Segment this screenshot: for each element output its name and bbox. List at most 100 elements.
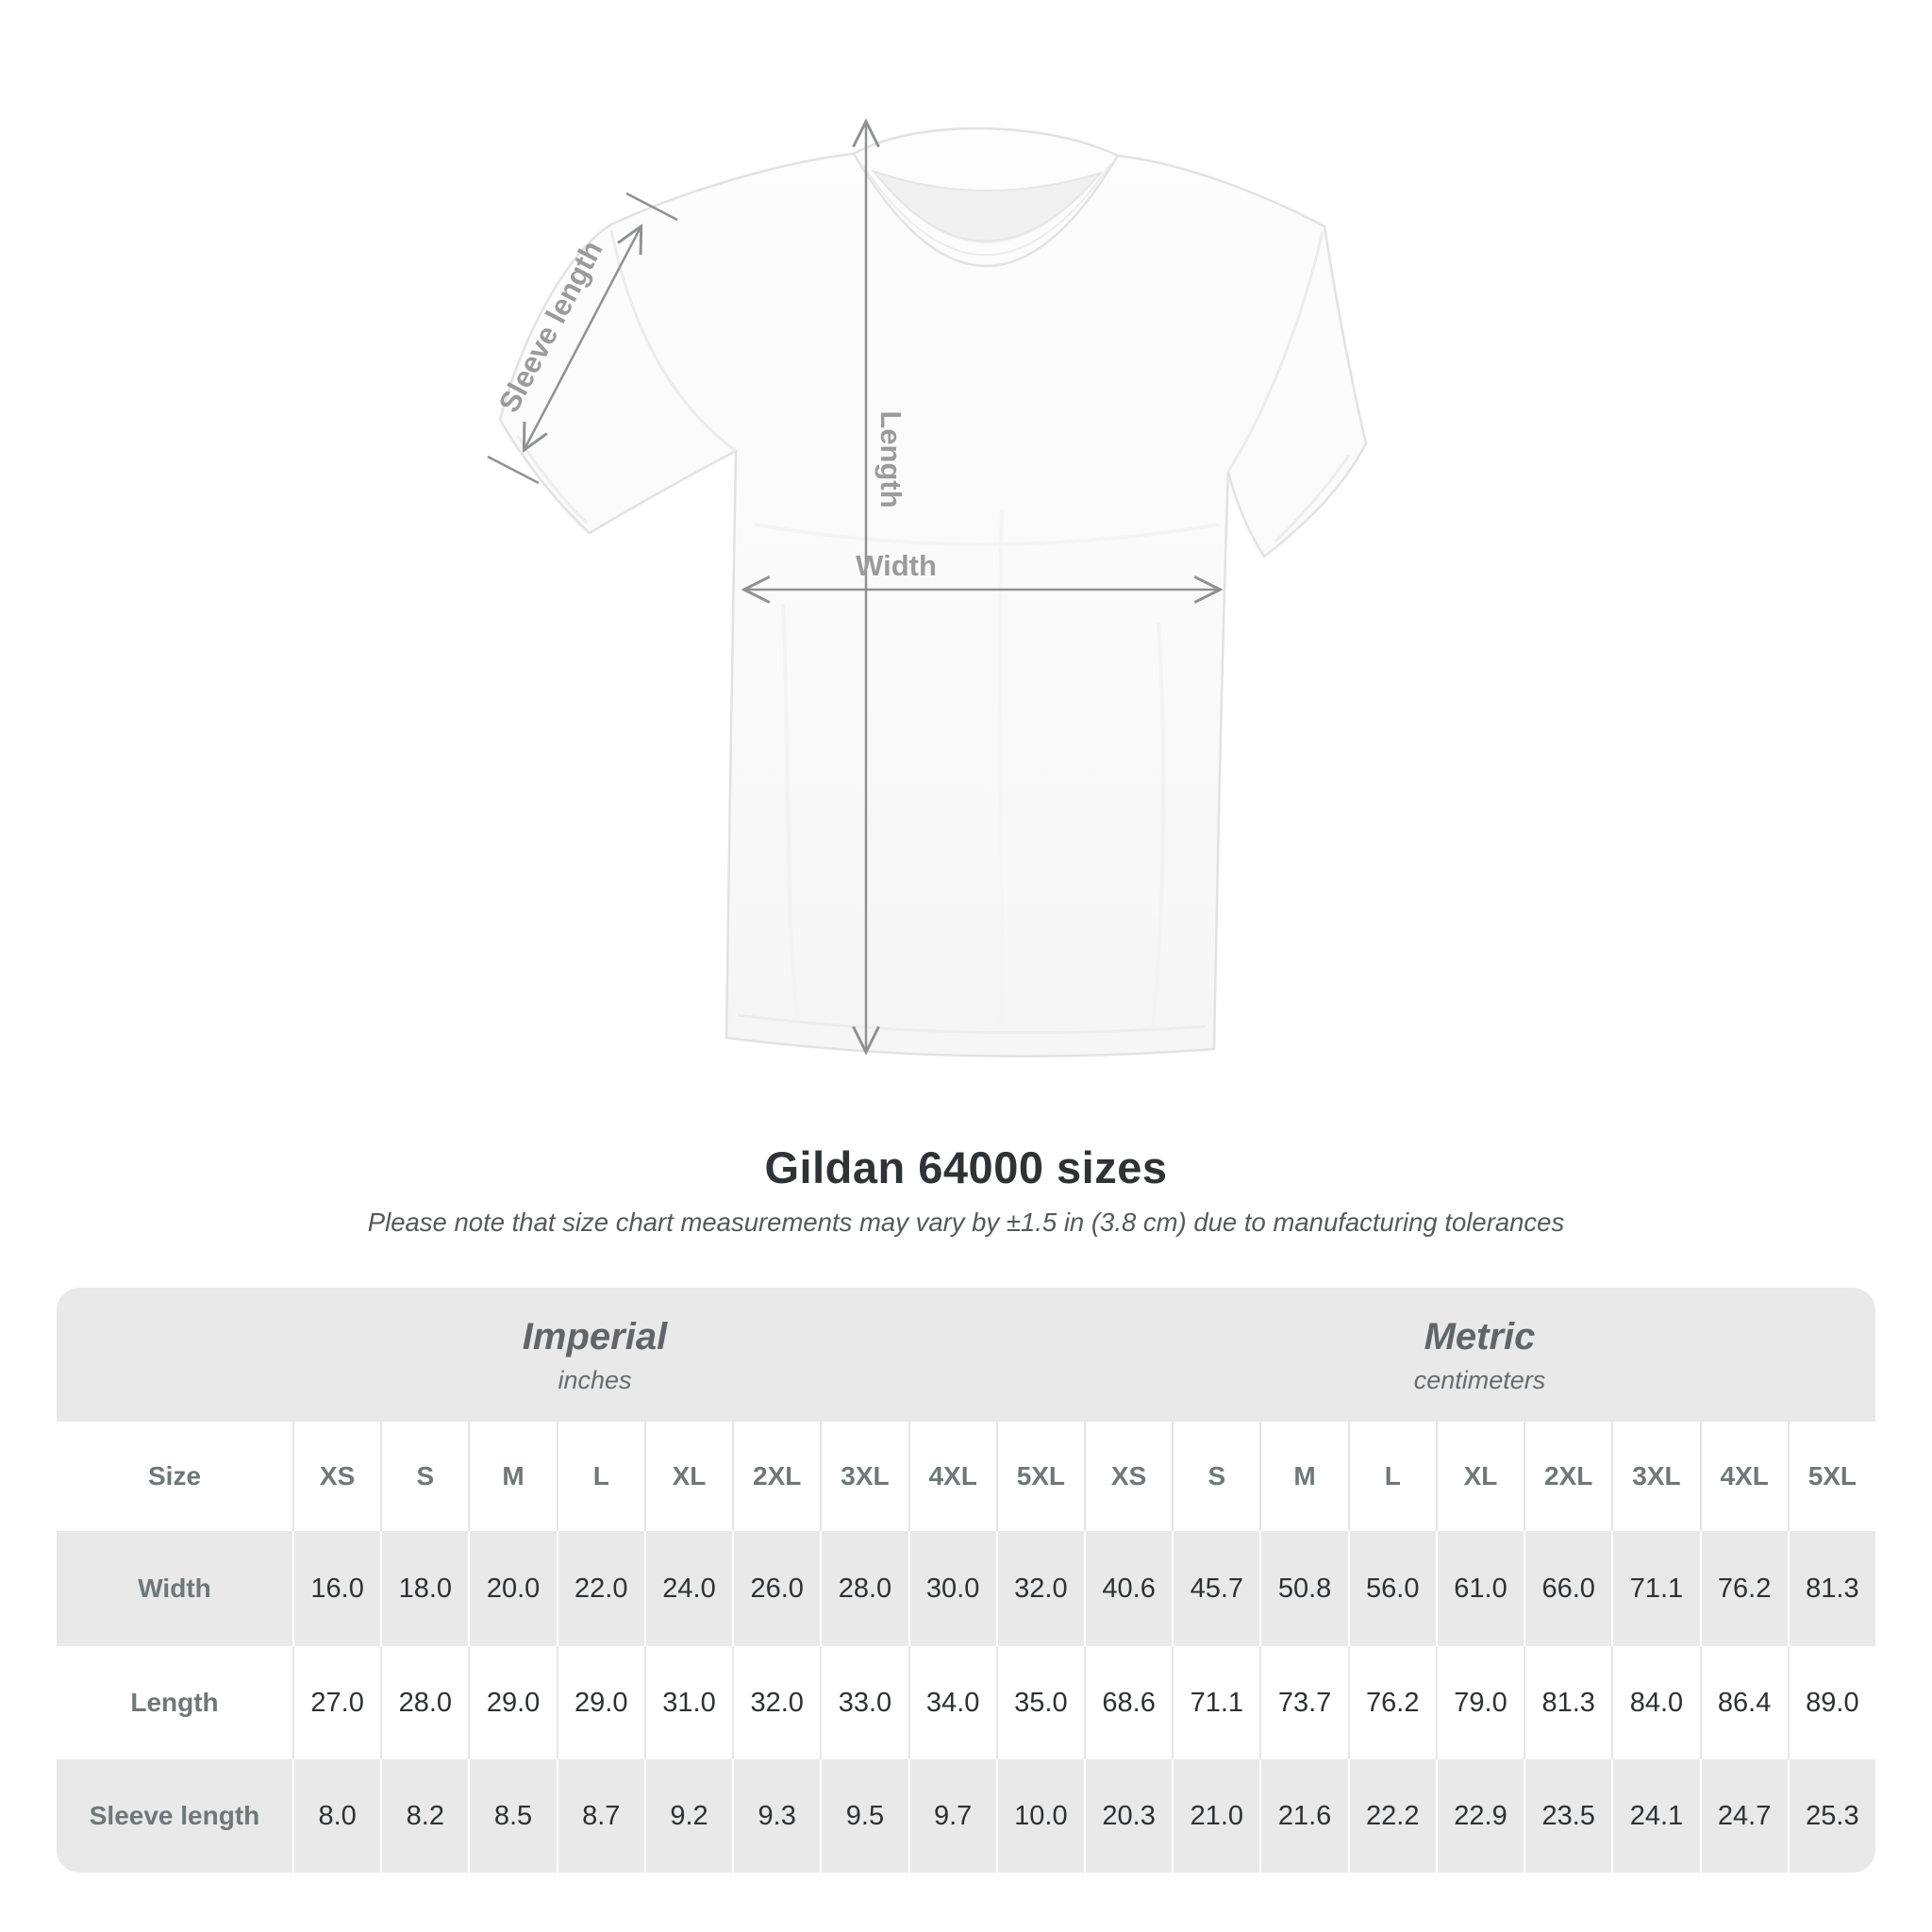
size-col-header: Size bbox=[147, 1461, 202, 1491]
size-header-row: Size XS S M L XL 2XL 3XL 4XL 5XL XS S M … bbox=[57, 1422, 1875, 1531]
row-label: Width bbox=[138, 1574, 211, 1603]
size-header: 5XL bbox=[995, 1422, 1084, 1531]
cell: 28.0 bbox=[380, 1646, 468, 1759]
cell: 22.0 bbox=[556, 1531, 644, 1646]
size-header: L bbox=[556, 1422, 644, 1531]
cell: 27.0 bbox=[292, 1646, 380, 1759]
size-header: 5XL bbox=[1787, 1422, 1875, 1531]
cell: 9.5 bbox=[820, 1759, 908, 1873]
cell: 33.0 bbox=[820, 1646, 908, 1759]
cell: 81.3 bbox=[1524, 1646, 1611, 1759]
cell: 9.2 bbox=[643, 1759, 732, 1873]
sleeve-length-arrow bbox=[525, 227, 641, 449]
cell: 8.7 bbox=[556, 1759, 644, 1873]
cell: 21.6 bbox=[1259, 1759, 1347, 1873]
size-header: 4XL bbox=[1699, 1422, 1788, 1531]
cell: 40.6 bbox=[1083, 1531, 1172, 1646]
size-header: XS bbox=[292, 1422, 380, 1531]
cell: 8.5 bbox=[468, 1759, 556, 1873]
size-table: Imperial inches Metric centimeters Size … bbox=[57, 1288, 1875, 1873]
cell: 8.2 bbox=[380, 1759, 468, 1873]
cell: 68.6 bbox=[1083, 1646, 1172, 1759]
cell: 31.0 bbox=[643, 1646, 732, 1759]
cell: 21.0 bbox=[1172, 1759, 1259, 1873]
cell: 20.0 bbox=[468, 1531, 556, 1646]
page-subtitle: Please note that size chart measurements… bbox=[367, 1208, 1565, 1237]
cell: 9.7 bbox=[908, 1759, 996, 1873]
imperial-group-header: Imperial inches bbox=[81, 1288, 1108, 1422]
cell: 56.0 bbox=[1347, 1531, 1436, 1646]
page-title: Gildan 64000 sizes bbox=[764, 1142, 1168, 1192]
cell: 50.8 bbox=[1259, 1531, 1347, 1646]
cell: 71.1 bbox=[1611, 1531, 1699, 1646]
cell: 89.0 bbox=[1787, 1646, 1875, 1759]
imperial-title: Imperial bbox=[522, 1315, 668, 1357]
table-row-length: Length 27.0 28.0 29.0 29.0 31.0 32.0 33.… bbox=[57, 1646, 1875, 1759]
cell: 76.2 bbox=[1699, 1531, 1788, 1646]
cell: 32.0 bbox=[995, 1531, 1084, 1646]
size-header: 4XL bbox=[908, 1422, 996, 1531]
cell: 8.0 bbox=[292, 1759, 380, 1873]
cell: 16.0 bbox=[292, 1531, 380, 1646]
cell: 73.7 bbox=[1259, 1646, 1347, 1759]
cell: 84.0 bbox=[1611, 1646, 1699, 1759]
imperial-unit: inches bbox=[558, 1365, 632, 1394]
size-header: 3XL bbox=[820, 1422, 908, 1531]
size-header: S bbox=[380, 1422, 468, 1531]
cell: 22.9 bbox=[1435, 1759, 1524, 1873]
size-header: 2XL bbox=[732, 1422, 820, 1531]
cell: 25.3 bbox=[1787, 1759, 1875, 1873]
cell: 35.0 bbox=[995, 1646, 1084, 1759]
cell: 76.2 bbox=[1347, 1646, 1436, 1759]
length-label: Length bbox=[874, 410, 908, 508]
tshirt-measurement-diagram: Sleeve length Length Width bbox=[487, 0, 1368, 1058]
metric-group-header: Metric centimeters bbox=[1084, 1288, 1875, 1422]
size-header: M bbox=[1259, 1422, 1347, 1531]
cell: 45.7 bbox=[1172, 1531, 1259, 1646]
cell: 18.0 bbox=[380, 1531, 468, 1646]
table-row-width: Width 16.0 18.0 20.0 22.0 24.0 26.0 28.0… bbox=[57, 1531, 1875, 1646]
size-header: 3XL bbox=[1611, 1422, 1699, 1531]
size-header: M bbox=[468, 1422, 556, 1531]
size-header: XL bbox=[643, 1422, 732, 1531]
sleeve-tick-top bbox=[625, 192, 678, 222]
cell: 29.0 bbox=[468, 1646, 556, 1759]
row-label: Length bbox=[130, 1688, 219, 1717]
size-header: S bbox=[1172, 1422, 1259, 1531]
metric-unit: centimeters bbox=[1413, 1365, 1546, 1394]
size-header: XS bbox=[1083, 1422, 1172, 1531]
size-header: 2XL bbox=[1524, 1422, 1611, 1531]
sleeve-tick-bottom bbox=[487, 455, 540, 485]
cell: 28.0 bbox=[820, 1531, 908, 1646]
collar bbox=[852, 153, 1120, 268]
size-header: L bbox=[1347, 1422, 1436, 1531]
cell: 61.0 bbox=[1435, 1531, 1524, 1646]
cell: 66.0 bbox=[1524, 1531, 1611, 1646]
cell: 79.0 bbox=[1435, 1646, 1524, 1759]
cell: 22.2 bbox=[1347, 1759, 1436, 1873]
cell: 24.7 bbox=[1699, 1759, 1788, 1873]
cell: 30.0 bbox=[908, 1531, 996, 1646]
cell: 24.1 bbox=[1611, 1759, 1699, 1873]
unit-group-band: Imperial inches Metric centimeters bbox=[57, 1288, 1875, 1422]
cell: 26.0 bbox=[732, 1531, 820, 1646]
measurement-lines bbox=[487, 123, 1219, 1051]
row-label: Sleeve length bbox=[89, 1801, 260, 1830]
cell: 24.0 bbox=[643, 1531, 732, 1646]
cell: 32.0 bbox=[732, 1646, 820, 1759]
metric-title: Metric bbox=[1424, 1315, 1536, 1357]
tshirt-graphic bbox=[498, 126, 1368, 1058]
cell: 34.0 bbox=[908, 1646, 996, 1759]
cell: 10.0 bbox=[995, 1759, 1084, 1873]
table-row-sleeve-length: Sleeve length 8.0 8.2 8.5 8.7 9.2 9.3 9.… bbox=[57, 1759, 1875, 1873]
cell: 20.3 bbox=[1083, 1759, 1172, 1873]
cell: 23.5 bbox=[1524, 1759, 1611, 1873]
size-header: XL bbox=[1435, 1422, 1524, 1531]
width-label: Width bbox=[856, 549, 937, 582]
cell: 81.3 bbox=[1787, 1531, 1875, 1646]
tshirt-silhouette bbox=[498, 126, 1368, 1058]
cell: 71.1 bbox=[1172, 1646, 1259, 1759]
cell: 29.0 bbox=[556, 1646, 644, 1759]
cell: 86.4 bbox=[1699, 1646, 1788, 1759]
